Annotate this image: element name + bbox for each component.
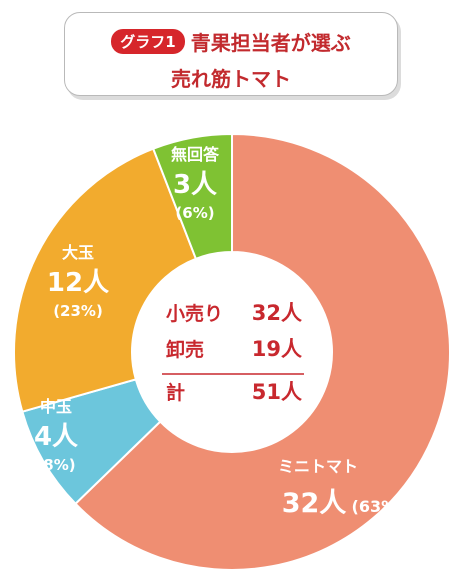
slice-0 <box>74 132 451 571</box>
slice-label-3: 無回答 3人 (6%) <box>171 145 220 222</box>
slice-count: 32人 <box>282 488 347 519</box>
slice-percent: (23%) <box>53 302 103 320</box>
slice-percent: (8%) <box>36 456 75 474</box>
center-row-value: 19人 <box>252 337 302 361</box>
slice-3 <box>151 132 233 261</box>
slice-count: 3人 <box>173 170 217 200</box>
center-row-label: 小売り <box>166 302 223 325</box>
slice-percent: (6%) <box>175 204 214 222</box>
slice-2 <box>13 147 198 413</box>
chart-subtitle: 売れ筋トマト <box>171 67 291 91</box>
slice-name: 無回答 <box>171 145 220 164</box>
slice-count: 12人 <box>47 268 109 298</box>
graph-badge: グラフ1 <box>111 29 185 54</box>
slice-label-0: ミニトマト 32人 (63%) <box>278 457 404 519</box>
slice-label-2: 大玉 12人 (23%) <box>47 243 109 320</box>
slice-name: ミニトマト <box>278 457 358 476</box>
title-box: グラフ1 青果担当者が選ぶ 売れ筋トマト <box>64 12 398 96</box>
slice-label-1: 中玉 4人 (8%) <box>34 397 78 474</box>
slice-count: 4人 <box>34 422 78 452</box>
slice-name: 大玉 <box>62 243 94 262</box>
center-row-value: 32人 <box>252 301 302 325</box>
center-row-label: 卸売 <box>166 338 204 361</box>
center-row-label: 計 <box>166 381 185 404</box>
title-line-1: グラフ1 青果担当者が選ぶ <box>65 27 397 56</box>
center-row-value: 51人 <box>252 380 302 404</box>
slice-name: 中玉 <box>40 397 72 416</box>
chart-title: 青果担当者が選ぶ <box>190 31 351 55</box>
slice-percent: (63%) <box>352 497 405 516</box>
